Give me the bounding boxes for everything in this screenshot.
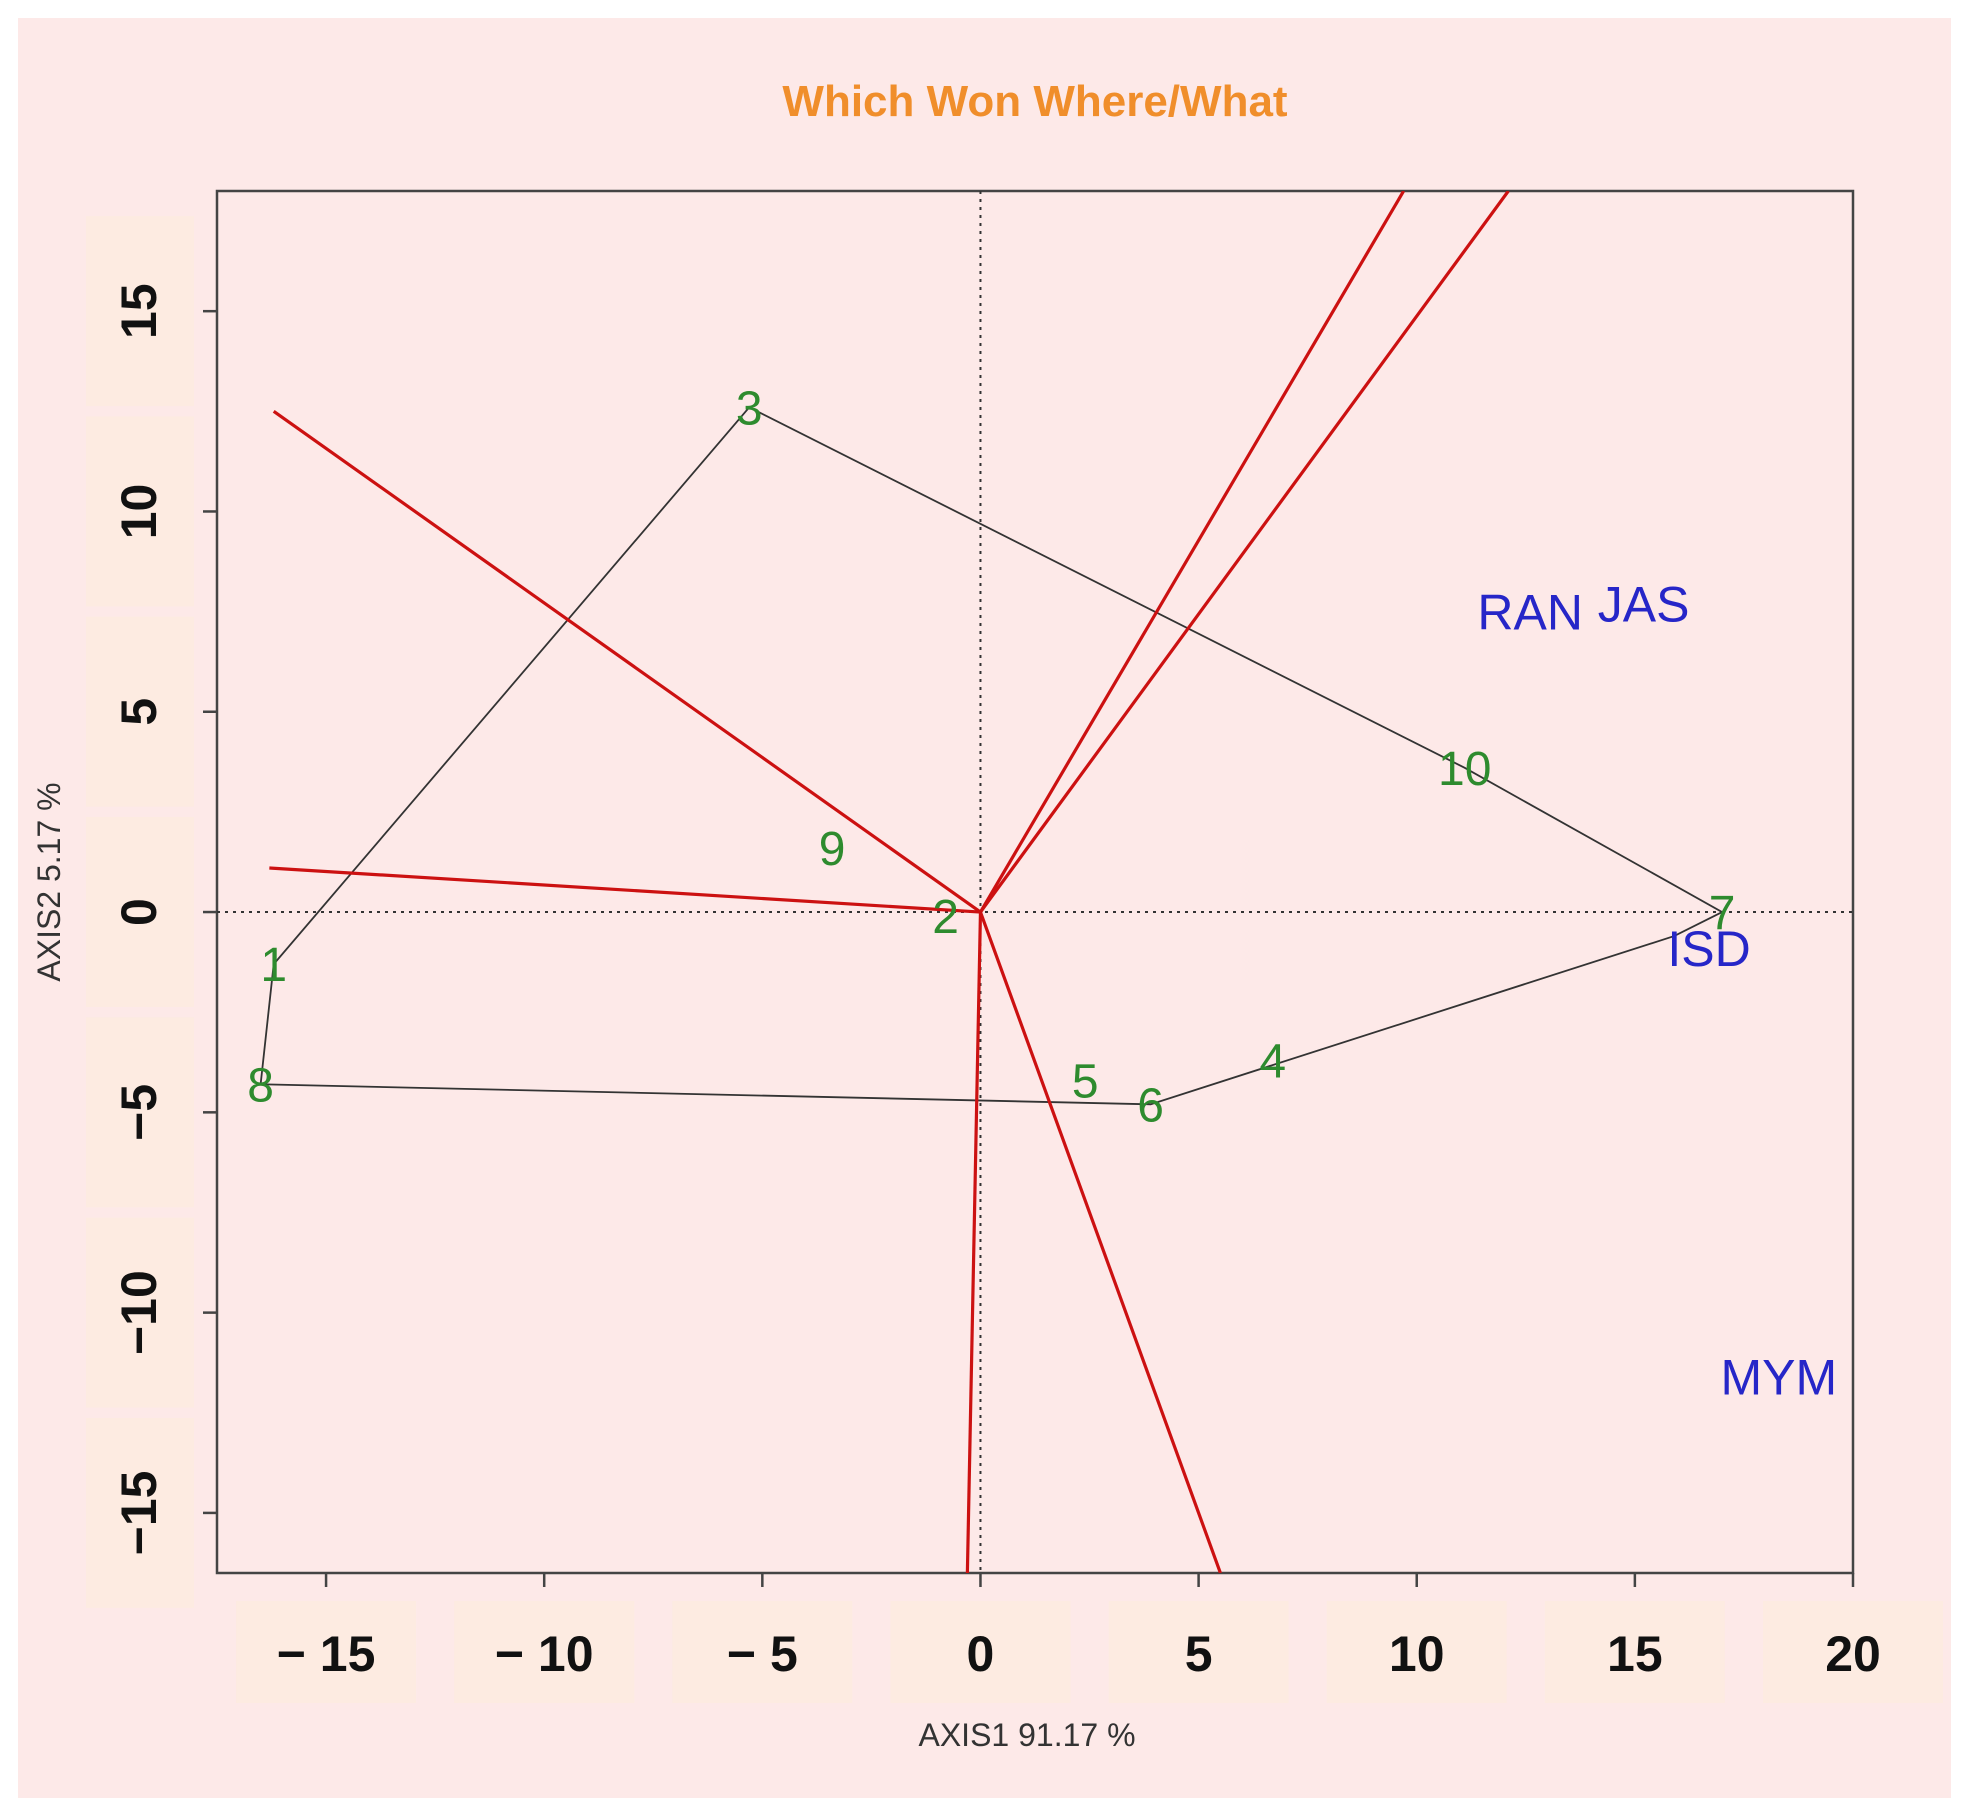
sector-ray bbox=[978, 911, 1222, 1573]
genotype-label: 7 bbox=[1709, 887, 1736, 940]
x-tick-label: − 15 bbox=[277, 1626, 376, 1682]
environment-label: MYM bbox=[1721, 1350, 1838, 1406]
y-axis-label: AXIS2 5.17 % bbox=[31, 782, 67, 981]
x-tick-box bbox=[1326, 1601, 1507, 1703]
x-tick-label: − 5 bbox=[727, 1626, 798, 1682]
genotype-label: 10 bbox=[1438, 743, 1491, 796]
x-tick-box bbox=[1108, 1601, 1289, 1703]
y-tick-label: −10 bbox=[111, 1270, 167, 1355]
genotype-label: 2 bbox=[932, 891, 959, 944]
x-tick-box bbox=[890, 1601, 1071, 1703]
genotype-label: 8 bbox=[247, 1059, 274, 1112]
x-tick-box bbox=[236, 1601, 417, 1703]
polygon-hull bbox=[259, 406, 1725, 1106]
y-tick-label: −5 bbox=[111, 1084, 167, 1141]
x-tick-label: − 10 bbox=[495, 1626, 594, 1682]
sector-ray bbox=[979, 191, 1510, 913]
genotype-label: 3 bbox=[736, 382, 763, 435]
y-tick-label: −15 bbox=[111, 1470, 167, 1555]
x-axis-label: AXIS1 91.17 % bbox=[918, 1717, 1135, 1753]
y-tick-box bbox=[86, 616, 194, 807]
sector-ray bbox=[272, 410, 982, 914]
chart-title: Which Won Where/What bbox=[782, 77, 1287, 126]
environment-label: ISD bbox=[1667, 921, 1750, 977]
y-tick-label: 5 bbox=[111, 698, 167, 726]
y-tick-label: 15 bbox=[111, 283, 167, 339]
x-tick-label: 15 bbox=[1607, 1626, 1663, 1682]
plot-area-frame bbox=[215, 189, 1855, 1575]
genotype-label: 1 bbox=[260, 939, 287, 992]
y-tick-box bbox=[86, 416, 194, 607]
environment-label: JAS bbox=[1598, 577, 1690, 633]
x-tick-label: 20 bbox=[1825, 1626, 1881, 1682]
plot-marks: 1 2 3 4 5 6 7 8 9 10 RAN JAS ISD MYM bbox=[217, 191, 1853, 1573]
tick-label-boxes bbox=[86, 216, 1943, 1703]
environment-label: RAN bbox=[1477, 585, 1583, 641]
x-tick-label: 10 bbox=[1389, 1626, 1445, 1682]
x-tick-box bbox=[454, 1601, 635, 1703]
x-tick-box bbox=[1544, 1601, 1725, 1703]
genotype-label: 9 bbox=[819, 823, 846, 876]
x-tick-label: 5 bbox=[1185, 1626, 1213, 1682]
y-tick-box bbox=[86, 1017, 194, 1208]
y-tick-box bbox=[86, 216, 194, 407]
sector-ray bbox=[269, 866, 981, 914]
sector-ray bbox=[979, 191, 1406, 913]
x-tick-box bbox=[672, 1601, 853, 1703]
y-tick-label: 10 bbox=[111, 484, 167, 540]
y-tick-label: 0 bbox=[111, 898, 167, 926]
genotype-label: 4 bbox=[1259, 1035, 1286, 1088]
x-tick-label: 0 bbox=[967, 1626, 995, 1682]
y-tick-box bbox=[86, 1417, 194, 1608]
y-tick-box bbox=[86, 1217, 194, 1408]
genotype-label: 5 bbox=[1072, 1055, 1099, 1108]
x-tick-box bbox=[1763, 1601, 1943, 1703]
sector-ray bbox=[965, 912, 983, 1573]
y-tick-box bbox=[86, 817, 194, 1008]
clipped-plot-group bbox=[217, 191, 1853, 1573]
genotype-label: 6 bbox=[1137, 1079, 1164, 1132]
